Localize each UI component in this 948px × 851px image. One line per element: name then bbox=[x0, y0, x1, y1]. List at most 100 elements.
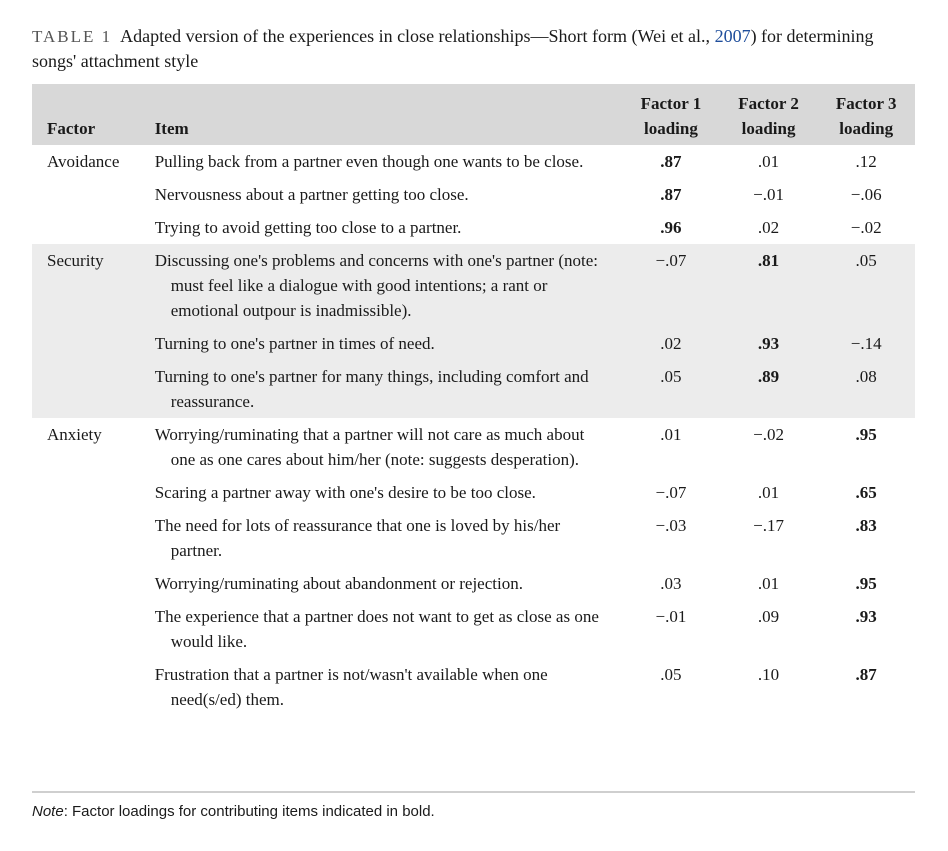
factor1-loading-cell: −.01 bbox=[655, 607, 687, 626]
factor-cell: Anxiety bbox=[47, 425, 102, 444]
item-text: Turning to one's partner for many things… bbox=[154, 367, 589, 411]
factor2-loading-cell: −.02 bbox=[753, 425, 784, 444]
table-row: Turning to one's partner for many things… bbox=[32, 360, 915, 418]
item-text: Pulling back from a partner even though … bbox=[154, 152, 584, 171]
item-text: Worrying/ruminating that a partner will … bbox=[154, 425, 585, 469]
factor3-loading-cell: .65 bbox=[855, 483, 877, 502]
factor2-loading-cell: −.01 bbox=[753, 185, 784, 204]
factor3-loading-cell: .05 bbox=[817, 244, 915, 327]
item-cell: Frustration that a partner is not/wasn't… bbox=[155, 658, 622, 718]
table-row: Nervousness about a partner getting too … bbox=[32, 178, 915, 211]
factor3-loading-cell: −.14 bbox=[817, 327, 915, 360]
item-text: Discussing one's problems and concerns w… bbox=[154, 251, 598, 320]
factor2-loading-cell: .93 bbox=[719, 327, 818, 360]
factor-cell bbox=[32, 567, 155, 600]
item-text: Turning to one's partner in times of nee… bbox=[154, 334, 435, 353]
factor2-loading-cell: .81 bbox=[719, 244, 818, 327]
item-cell: Trying to avoid getting too close to a p… bbox=[155, 211, 622, 244]
factor3-loading-cell: −.02 bbox=[850, 218, 882, 237]
table-row: Frustration that a partner is not/wasn't… bbox=[32, 658, 915, 718]
item-cell: Turning to one's partner for many things… bbox=[154, 360, 623, 418]
header-item: Item bbox=[154, 119, 189, 138]
table-row: Turning to one's partner in times of nee… bbox=[32, 327, 915, 360]
header-factor2-loading: Factor 2 loading bbox=[738, 94, 799, 138]
item-cell: Turning to one's partner in times of nee… bbox=[154, 327, 623, 360]
table-row: The need for lots of reassurance that on… bbox=[32, 509, 915, 567]
table-row: Security Discussing one's problems and co… bbox=[32, 244, 915, 327]
table-row: Avoidance Pulling back from a partner eve… bbox=[32, 145, 915, 178]
table-row: Scaring a partner away with one's desire… bbox=[32, 476, 915, 509]
item-text: Frustration that a partner is not/wasn't… bbox=[154, 665, 548, 709]
factor-cell bbox=[32, 211, 155, 244]
item-text: The experience that a partner does not w… bbox=[154, 607, 599, 651]
table-header-row: Factor Item Factor 1 loading Factor 2 load… bbox=[32, 84, 915, 145]
factor-cell bbox=[32, 178, 155, 211]
table-caption: TABLE 1 Adapted version of the experience… bbox=[32, 24, 912, 74]
factor2-loading-cell: .01 bbox=[757, 483, 780, 502]
item-text: Trying to avoid getting too close to a p… bbox=[154, 218, 462, 237]
table-row: The experience that a partner does not w… bbox=[32, 600, 915, 658]
factor-loadings-table: Factor Item Factor 1 loading Factor 2 load… bbox=[32, 84, 915, 718]
factor1-loading-cell: .87 bbox=[660, 185, 682, 204]
item-cell: Discussing one's problems and concerns w… bbox=[154, 244, 623, 327]
factor2-loading-cell: .09 bbox=[757, 607, 780, 626]
factor3-loading-cell: .93 bbox=[855, 607, 877, 626]
item-cell: Nervousness about a partner getting too … bbox=[155, 178, 622, 211]
item-text: The need for lots of reassurance that on… bbox=[154, 516, 561, 560]
item-text: Scaring a partner away with one's desire… bbox=[154, 483, 536, 502]
factor2-loading-cell: .01 bbox=[757, 574, 780, 593]
factor-cell bbox=[32, 360, 155, 418]
factor1-loading-cell: .05 bbox=[660, 665, 682, 684]
factor2-loading-cell: .10 bbox=[757, 665, 780, 684]
item-text: Nervousness about a partner getting too … bbox=[154, 185, 469, 204]
factor1-loading-cell: .87 bbox=[660, 152, 682, 171]
factor-cell bbox=[32, 327, 155, 360]
citation-link[interactable]: 2007 bbox=[714, 26, 751, 46]
table-label: TABLE 1 bbox=[32, 27, 113, 46]
item-cell: The need for lots of reassurance that on… bbox=[155, 509, 622, 567]
item-text: Worrying/ruminating about abandonment or… bbox=[154, 574, 523, 593]
note-label: Note bbox=[32, 803, 64, 820]
table-row: Worrying/ruminating about abandonment or… bbox=[32, 567, 915, 600]
factor1-loading-cell: .01 bbox=[660, 425, 682, 444]
table-row: Trying to avoid getting too close to a p… bbox=[32, 211, 915, 244]
factor3-loading-cell: .12 bbox=[855, 152, 877, 171]
factor1-loading-cell: −.07 bbox=[622, 244, 720, 327]
header-factor1-loading: Factor 1 loading bbox=[640, 94, 702, 138]
factor2-loading-cell: .02 bbox=[757, 218, 780, 237]
factor3-loading-cell: .95 bbox=[855, 574, 877, 593]
factor3-loading-cell: −.06 bbox=[850, 185, 882, 204]
item-cell: The experience that a partner does not w… bbox=[155, 600, 622, 658]
factor2-loading-cell: .89 bbox=[719, 360, 818, 418]
factor1-loading-cell: .02 bbox=[622, 327, 720, 360]
item-cell: Worrying/ruminating about abandonment or… bbox=[155, 567, 622, 600]
factor-cell bbox=[32, 658, 155, 718]
factor2-loading-cell: −.17 bbox=[753, 516, 784, 535]
factor-cell: Security bbox=[32, 244, 155, 327]
factor-cell bbox=[32, 476, 155, 509]
factor3-loading-cell: .95 bbox=[855, 425, 877, 444]
table-body: Avoidance Pulling back from a partner eve… bbox=[32, 145, 915, 718]
factor-cell bbox=[32, 509, 155, 567]
factor1-loading-cell: .96 bbox=[660, 218, 682, 237]
factor3-loading-cell: .83 bbox=[855, 516, 877, 535]
factor-cell bbox=[32, 600, 155, 658]
note-text: : Factor loadings for contributing items… bbox=[63, 803, 435, 820]
caption-text-after: ) for determining songs' attachment styl… bbox=[32, 26, 874, 71]
header-factor: Factor bbox=[47, 119, 96, 138]
factor1-loading-cell: −.03 bbox=[655, 516, 687, 535]
factor3-loading-cell: .08 bbox=[817, 360, 915, 418]
factor1-loading-cell: −.07 bbox=[655, 483, 687, 502]
factor2-loading-cell: .01 bbox=[757, 152, 780, 171]
factor3-loading-cell: .87 bbox=[855, 665, 877, 684]
item-cell: Pulling back from a partner even though … bbox=[155, 145, 622, 178]
factor-cell: Avoidance bbox=[47, 152, 120, 171]
item-cell: Scaring a partner away with one's desire… bbox=[155, 476, 622, 509]
caption-text-before: Adapted version of the experiences in cl… bbox=[120, 26, 715, 46]
table-note: Note: Factor loadings for contributing i… bbox=[32, 803, 435, 820]
table-bottom-rule bbox=[32, 791, 915, 793]
header-factor3-loading: Factor 3 loading bbox=[835, 94, 897, 138]
item-cell: Worrying/ruminating that a partner will … bbox=[155, 418, 622, 476]
factor1-loading-cell: .05 bbox=[622, 360, 720, 418]
factor1-loading-cell: .03 bbox=[660, 574, 682, 593]
